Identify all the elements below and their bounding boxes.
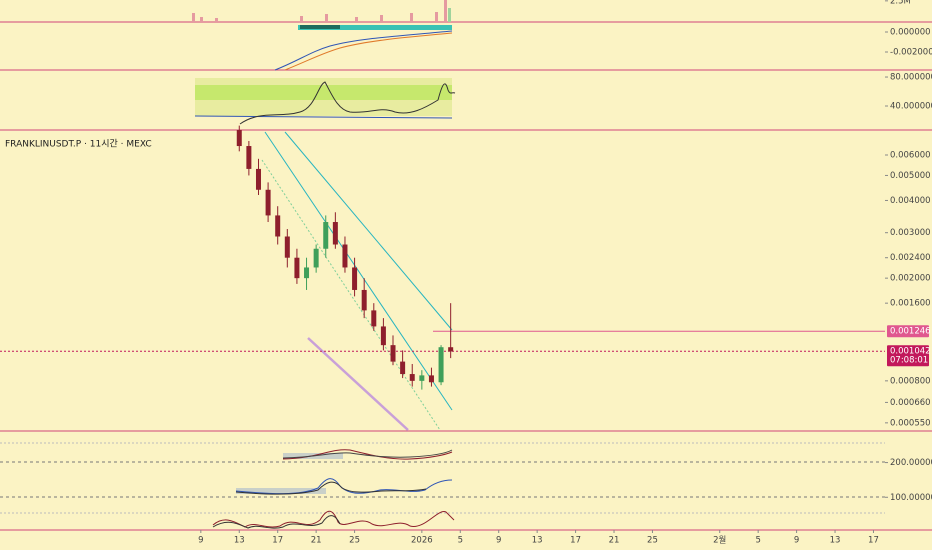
- x-tick-label: 17: [868, 536, 879, 546]
- candle-body: [428, 375, 434, 383]
- x-tick-label: 25: [647, 536, 658, 546]
- y-tick-label: 0.001600: [890, 299, 931, 309]
- price-label: 0.001246: [890, 327, 931, 337]
- candle-body: [284, 236, 290, 258]
- y-tick-label: 0.003000: [890, 228, 931, 238]
- x-tick-label: 9: [198, 536, 203, 546]
- x-tick-label: 21: [311, 536, 322, 546]
- y-tick-label: 0.005000: [890, 171, 931, 181]
- y-tick-label: 0.004000: [890, 196, 931, 206]
- y-tick-label: 0.000800: [890, 376, 931, 386]
- y-tick-label: 0.000660: [890, 398, 931, 408]
- candle-body: [323, 222, 329, 249]
- candle-body: [371, 310, 377, 327]
- x-tick-label: 2026: [411, 536, 433, 546]
- y-tick-label: 2.5M: [890, 0, 911, 6]
- price-label: 0.001042: [890, 347, 931, 357]
- y-tick-label: 0.000550: [890, 418, 931, 428]
- y-tick-label: 80.000000: [890, 73, 932, 83]
- y-tick-label: 40.000000: [890, 102, 932, 112]
- x-tick-label: 2월: [713, 535, 726, 546]
- candle-body: [380, 326, 386, 346]
- candle-body: [294, 257, 300, 279]
- x-tick-label: 13: [234, 536, 245, 546]
- x-tick-label: 17: [272, 536, 283, 546]
- price-label-box: [887, 325, 929, 338]
- x-tick-label: 9: [794, 536, 799, 546]
- candle-body: [265, 189, 271, 216]
- candle-body: [342, 244, 348, 268]
- lower-indicators: [0, 442, 885, 529]
- price-label-box: [887, 345, 929, 367]
- candle-body: [390, 345, 396, 362]
- y-tick-label: 0.002400: [890, 253, 931, 263]
- x-tick-label: 5: [755, 536, 760, 546]
- candle-body: [236, 130, 242, 147]
- y-tick-label: 100.000000: [890, 493, 932, 503]
- x-tick-label: 25: [349, 536, 360, 546]
- candle-body: [304, 267, 310, 279]
- y-tick-label: 0.006000: [890, 151, 931, 161]
- countdown-label: 07:08:01: [890, 356, 928, 366]
- candle-body: [246, 146, 252, 169]
- candle-body: [332, 222, 338, 245]
- candle-body: [275, 215, 281, 237]
- x-tick-label: 17: [570, 536, 581, 546]
- candle-body: [419, 375, 425, 381]
- candle-body: [352, 267, 358, 290]
- x-tick-label: 13: [532, 536, 543, 546]
- candle-body: [313, 248, 319, 268]
- candle-body: [409, 374, 415, 381]
- x-tick-label: 13: [830, 536, 841, 546]
- y-tick-label: 200.000000: [890, 458, 932, 468]
- channel-drawings: [261, 131, 453, 431]
- y-tick-label: -0.002000: [890, 48, 932, 58]
- x-tick-label: 21: [609, 536, 620, 546]
- y-tick-label: 0.002000: [890, 274, 931, 284]
- x-tick-label: 9: [496, 536, 501, 546]
- candle-body: [255, 168, 261, 190]
- candle-body: [438, 347, 444, 383]
- volume-bars: [192, 0, 451, 22]
- x-tick-label: 5: [458, 536, 463, 546]
- y-tick-label: 0.000000: [890, 28, 931, 38]
- candle-body: [400, 361, 406, 375]
- candle-body: [448, 347, 454, 352]
- rsi-indicator: [194, 78, 456, 125]
- macd-indicator: [274, 25, 453, 71]
- chart-title: FRANKLINUSDT.P · 11시간 · MEXC: [5, 139, 152, 150]
- candle-body: [361, 289, 367, 311]
